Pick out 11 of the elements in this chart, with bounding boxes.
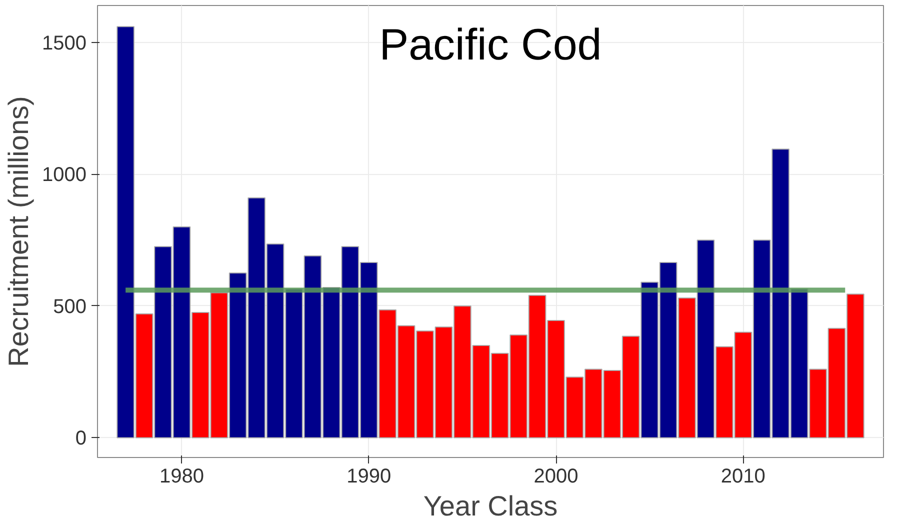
- y-tick-label: 0: [75, 428, 86, 450]
- x-tick-label: 2010: [720, 466, 766, 488]
- x-tick-label: 1990: [346, 466, 392, 488]
- x-axis-title: Year Class: [423, 490, 558, 522]
- chart-title: Pacific Cod: [379, 20, 602, 70]
- y-tick-label: 1000: [42, 164, 87, 186]
- y-tick-label: 500: [53, 296, 87, 318]
- y-tick-label: 1500: [42, 32, 87, 54]
- y-axis-title: Recruitment (millions): [3, 96, 34, 367]
- x-tick-label: 1980: [159, 466, 204, 488]
- x-tick-label: 2000: [534, 466, 578, 488]
